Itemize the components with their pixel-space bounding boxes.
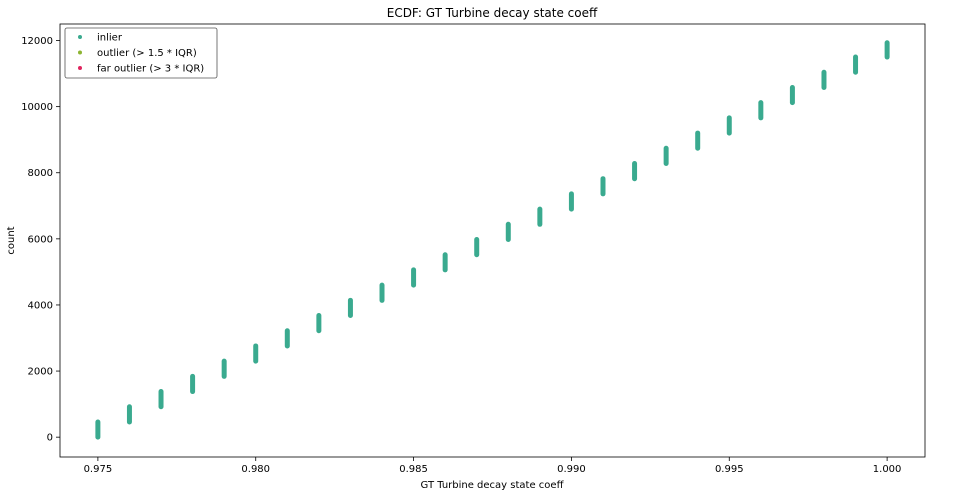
y-tick-label: 0: [47, 433, 53, 444]
x-tick-label: 0.980: [241, 464, 270, 475]
y-axis-label: count: [6, 226, 17, 254]
y-tick-label: 8000: [28, 168, 53, 179]
plot-frame: [59, 23, 926, 458]
legend: inlier outlier (> 1.5 * IQR) far outlier (…: [64, 27, 218, 79]
legend-label: inlier: [97, 33, 123, 44]
y-tick-label: 12000: [21, 36, 53, 47]
x-tick-label: 0.985: [399, 464, 428, 475]
legend-label: far outlier (> 3 * IQR): [97, 64, 204, 75]
chart-title: ECDF: GT Turbine decay state coeff: [387, 6, 598, 20]
x-tick-label: 0.990: [557, 464, 586, 475]
x-tick-label: 0.995: [715, 464, 744, 475]
legend-marker: [78, 66, 82, 70]
x-tick-label: 0.975: [84, 464, 113, 475]
x-tick-label: 1.000: [873, 464, 902, 475]
y-tick-label: 4000: [28, 300, 53, 311]
y-tick-label: 10000: [21, 102, 53, 113]
x-axis-label: GT Turbine decay state coeff: [421, 480, 565, 491]
y-tick-label: 2000: [28, 367, 53, 378]
legend-label: outlier (> 1.5 * IQR): [97, 48, 197, 59]
legend-marker: [78, 35, 82, 39]
legend-box: [64, 27, 218, 79]
y-tick-label: 6000: [28, 234, 53, 245]
legend-marker: [78, 50, 82, 55]
